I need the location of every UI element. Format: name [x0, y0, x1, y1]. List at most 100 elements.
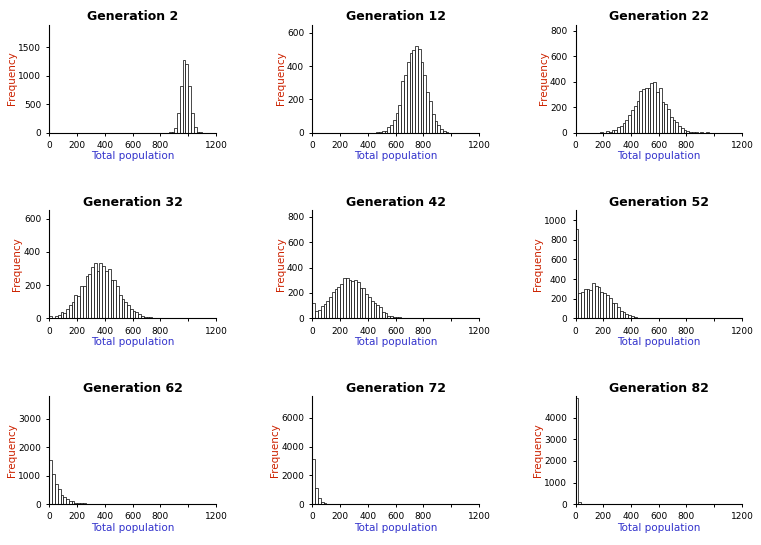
Bar: [617, 127, 620, 132]
Bar: [387, 316, 390, 318]
Bar: [105, 271, 108, 318]
Bar: [345, 278, 349, 318]
Bar: [326, 301, 329, 318]
Bar: [661, 102, 664, 132]
Bar: [620, 311, 622, 318]
Y-axis label: Frequency: Frequency: [533, 238, 543, 291]
Bar: [94, 263, 97, 318]
Bar: [147, 317, 149, 318]
Bar: [315, 311, 318, 318]
Bar: [149, 317, 152, 318]
Title: Generation 82: Generation 82: [609, 382, 708, 395]
Bar: [443, 131, 446, 132]
Y-axis label: Frequency: Frequency: [275, 238, 285, 291]
Bar: [390, 316, 393, 318]
Bar: [603, 294, 606, 318]
Bar: [61, 312, 63, 318]
Bar: [80, 503, 83, 504]
Bar: [130, 308, 132, 318]
Bar: [321, 306, 323, 318]
Y-axis label: Frequency: Frequency: [275, 52, 285, 105]
Bar: [75, 502, 77, 504]
Bar: [440, 129, 443, 132]
Bar: [631, 111, 634, 132]
Bar: [620, 126, 622, 132]
Bar: [343, 277, 345, 318]
Bar: [606, 294, 609, 318]
Bar: [139, 314, 141, 318]
Bar: [382, 131, 384, 132]
Bar: [171, 131, 174, 132]
Title: Generation 2: Generation 2: [87, 10, 178, 23]
Bar: [429, 101, 431, 132]
Bar: [110, 281, 113, 318]
Bar: [183, 60, 186, 132]
X-axis label: Total population: Total population: [354, 337, 438, 347]
Bar: [122, 299, 124, 318]
Bar: [393, 317, 396, 318]
Bar: [659, 88, 661, 132]
Bar: [371, 301, 374, 318]
Bar: [683, 130, 686, 132]
Bar: [416, 46, 418, 132]
Y-axis label: Frequency: Frequency: [7, 423, 17, 477]
Bar: [127, 305, 130, 318]
Bar: [61, 495, 63, 504]
Bar: [382, 312, 384, 318]
Bar: [49, 460, 53, 504]
Bar: [670, 117, 673, 132]
Bar: [612, 302, 614, 318]
Bar: [575, 229, 578, 318]
Bar: [66, 308, 69, 318]
Bar: [423, 75, 426, 132]
Bar: [63, 497, 66, 504]
X-axis label: Total population: Total population: [617, 337, 700, 347]
Bar: [642, 89, 645, 132]
Bar: [653, 82, 656, 132]
Bar: [431, 114, 435, 132]
X-axis label: Total population: Total population: [617, 523, 700, 533]
Bar: [313, 458, 315, 504]
Bar: [629, 115, 631, 132]
Bar: [194, 126, 196, 132]
Bar: [58, 489, 61, 504]
Bar: [676, 122, 678, 132]
Bar: [323, 503, 326, 504]
Bar: [673, 120, 676, 132]
Bar: [421, 62, 423, 132]
Bar: [634, 106, 636, 132]
Bar: [384, 313, 387, 318]
Bar: [639, 92, 642, 132]
Bar: [390, 125, 393, 132]
Bar: [584, 289, 587, 318]
Bar: [636, 100, 639, 132]
Bar: [323, 304, 326, 318]
Bar: [393, 120, 396, 132]
Bar: [144, 317, 147, 318]
Bar: [631, 316, 634, 318]
Bar: [91, 267, 94, 318]
Bar: [88, 274, 91, 318]
Bar: [318, 498, 321, 504]
Bar: [113, 280, 116, 318]
Bar: [681, 128, 683, 132]
Bar: [407, 62, 409, 132]
Bar: [629, 316, 631, 318]
Bar: [651, 83, 653, 132]
Y-axis label: Frequency: Frequency: [7, 52, 17, 105]
Bar: [80, 286, 83, 318]
Bar: [387, 128, 390, 132]
Bar: [102, 267, 105, 318]
X-axis label: Total population: Total population: [91, 337, 174, 347]
Bar: [58, 315, 61, 318]
Bar: [69, 501, 72, 504]
Bar: [648, 88, 651, 132]
Bar: [186, 64, 188, 132]
Bar: [626, 314, 629, 318]
Title: Generation 72: Generation 72: [345, 382, 446, 395]
Bar: [77, 296, 80, 318]
Bar: [609, 298, 612, 318]
Bar: [75, 295, 77, 318]
Bar: [337, 287, 340, 318]
Bar: [69, 305, 72, 318]
